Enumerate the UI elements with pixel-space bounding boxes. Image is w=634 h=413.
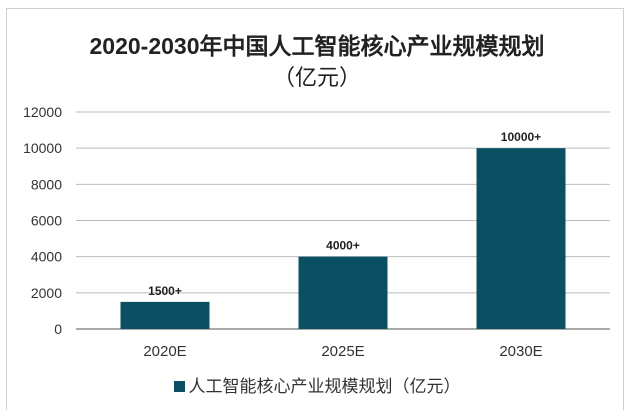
legend: 人工智能核心产业规模规划（亿元） (0, 372, 634, 397)
x-tick-label: 2020E (143, 343, 186, 360)
x-tick-label: 2025E (321, 343, 364, 360)
legend-label: 人工智能核心产业规模规划（亿元） (188, 377, 461, 396)
y-tick-label: 4000 (31, 249, 62, 265)
legend-swatch (173, 381, 185, 392)
bar (476, 148, 566, 329)
bar (298, 256, 388, 329)
data-label: 10000+ (501, 130, 541, 144)
y-tick-label: 0 (54, 321, 62, 337)
y-tick-label: 12000 (23, 104, 62, 120)
y-tick-label: 2000 (31, 285, 62, 301)
chart-frame (6, 8, 624, 410)
chart-title: 2020-2030年中国人工智能核心产业规模规划 (89, 33, 545, 59)
bar (120, 301, 210, 329)
y-tick-label: 6000 (31, 213, 62, 229)
y-tick-label: 10000 (23, 140, 62, 156)
data-label: 1500+ (148, 284, 182, 298)
y-tick-label: 8000 (31, 176, 62, 192)
data-label: 4000+ (326, 239, 360, 253)
x-tick-label: 2030E (499, 343, 542, 360)
chart-subtitle: （亿元） (272, 65, 361, 90)
